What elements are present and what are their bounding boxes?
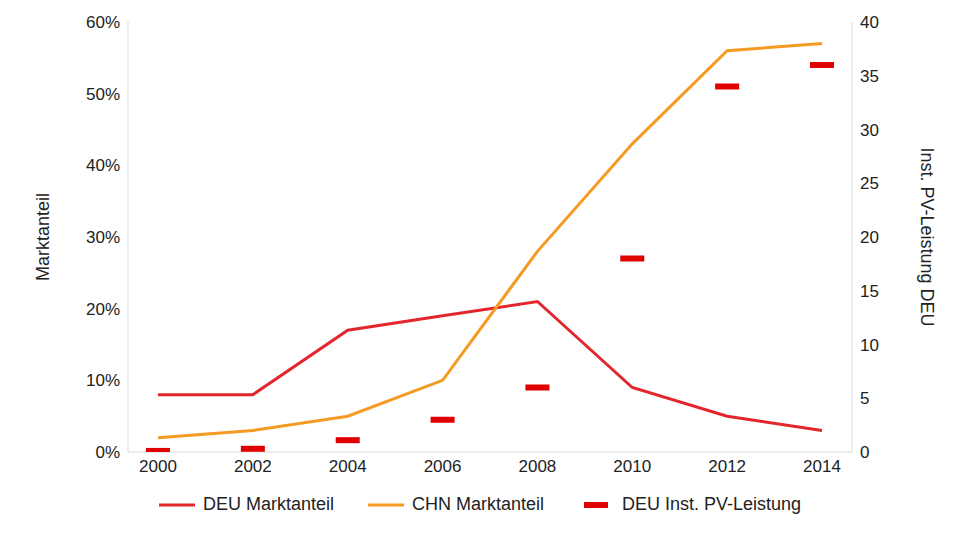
svg-text:20%: 20% [86,300,120,319]
svg-text:10%: 10% [86,371,120,390]
svg-text:2002: 2002 [234,457,272,476]
svg-text:10: 10 [860,336,879,355]
svg-text:5: 5 [860,389,869,408]
svg-text:0%: 0% [95,443,120,462]
svg-text:Inst. PV-Leistung DEU: Inst. PV-Leistung DEU [917,147,937,326]
svg-text:30: 30 [860,121,879,140]
svg-text:30%: 30% [86,228,120,247]
svg-text:40: 40 [860,13,879,32]
svg-text:20: 20 [860,228,879,247]
svg-text:50%: 50% [86,85,120,104]
svg-text:40%: 40% [86,156,120,175]
svg-text:2014: 2014 [803,457,841,476]
svg-text:25: 25 [860,174,879,193]
html-text:DEU Marktanteil: DEU Marktanteil [202,494,334,514]
svg-text:15: 15 [860,282,879,301]
svg-text:2006: 2006 [424,457,462,476]
html-text:DEU Inst. PV-Leistung: DEU Inst. PV-Leistung [622,494,802,514]
svg-text:2008: 2008 [519,457,557,476]
svg-text:2010: 2010 [613,457,651,476]
svg-text:2000: 2000 [139,457,177,476]
svg-text:2012: 2012 [708,457,746,476]
svg-text:0: 0 [860,443,869,462]
svg-text:60%: 60% [86,13,120,32]
svg-text:35: 35 [860,67,879,86]
html-text:CHN Marktanteil: CHN Marktanteil [412,494,544,514]
svg-text:Marktanteil: Marktanteil [33,193,53,281]
svg-text:2004: 2004 [329,457,367,476]
